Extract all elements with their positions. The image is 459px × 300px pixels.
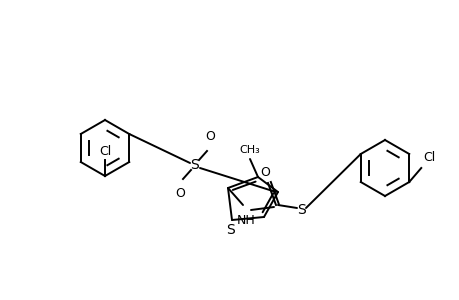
Text: Cl: Cl (422, 151, 435, 164)
Text: CH₃: CH₃ (239, 145, 260, 155)
Text: O: O (175, 187, 185, 200)
Text: S: S (297, 203, 306, 217)
Text: S: S (226, 223, 235, 237)
Text: O: O (205, 130, 214, 143)
Text: NH: NH (236, 214, 255, 227)
Text: Cl: Cl (99, 145, 111, 158)
Text: S: S (190, 158, 199, 172)
Text: O: O (259, 166, 269, 179)
